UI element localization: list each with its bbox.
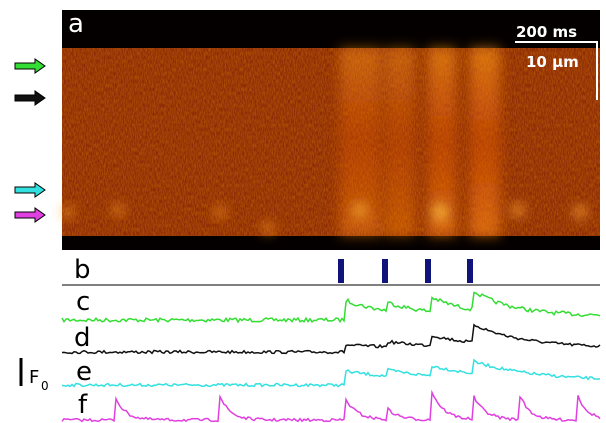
- fluorescence-trace: [61, 389, 601, 423]
- panel-label: b: [74, 255, 91, 285]
- trace-label: f: [78, 390, 88, 420]
- linescan-image: a 200 ms 10 μm: [62, 9, 600, 250]
- amplitude-scale-label: F: [29, 367, 39, 388]
- fluorescence-trace: [61, 323, 601, 355]
- stimulus-markers: [338, 259, 473, 283]
- space-scale-label: 10 μm: [526, 53, 579, 71]
- arrows: [14, 58, 46, 223]
- time-scale-label: 200 ms: [516, 23, 577, 41]
- fluorescence-trace: [61, 291, 601, 324]
- trace-label: d: [74, 323, 91, 353]
- trace-label: c: [76, 287, 90, 317]
- amplitude-scale-subscript: 0: [41, 379, 49, 393]
- fluorescence-trace: [61, 358, 601, 388]
- panel-label: a: [68, 9, 84, 39]
- trace-label: e: [76, 357, 92, 387]
- traces: [61, 291, 601, 423]
